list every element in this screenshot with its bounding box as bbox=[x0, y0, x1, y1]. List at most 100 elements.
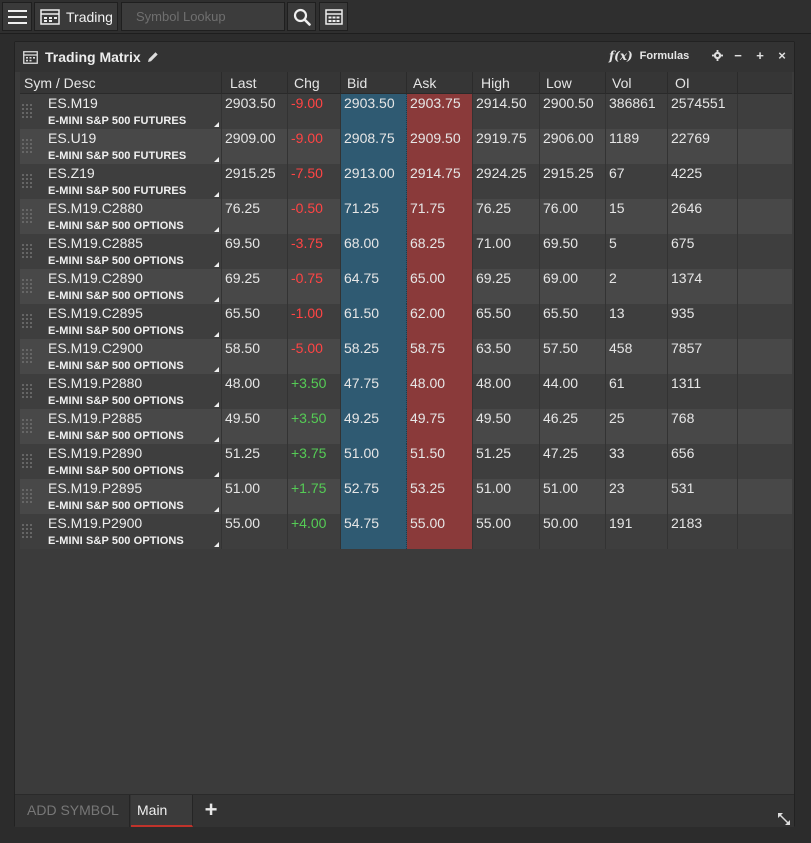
table-row[interactable]: ES.U19 E-MINI S&P 500 FUTURES 2909.00 -9.00… bbox=[20, 129, 792, 164]
vol-cell: 67 bbox=[606, 164, 668, 199]
ask-cell[interactable]: 71.75 bbox=[407, 199, 473, 234]
table-row[interactable]: ES.M19.C2895 E-MINI S&P 500 OPTIONS 65.50-… bbox=[20, 304, 792, 339]
col-header-chg[interactable]: Chg bbox=[288, 72, 341, 94]
ask-cell[interactable]: 48.00 bbox=[407, 374, 473, 409]
drag-handle-icon[interactable] bbox=[22, 314, 32, 328]
table-row[interactable]: ES.M19.P2885 E-MINI S&P 500 OPTIONS 49.50 +… bbox=[20, 409, 792, 444]
table-row[interactable]: ES.Z19 E-MINI S&P 500 FUTURES 2915.25 -7.50… bbox=[20, 164, 792, 199]
calendar-button[interactable] bbox=[319, 2, 348, 31]
formulas-button[interactable]: f(x) Formulas bbox=[609, 49, 689, 63]
bid-cell[interactable]: 2913.00 bbox=[341, 164, 407, 199]
col-header-bid[interactable]: Bid bbox=[341, 72, 407, 94]
table-row[interactable]: ES.M19.C2900 E-MINI S&P 500 OPTIONS 58.50-… bbox=[20, 339, 792, 374]
sym-desc-cell[interactable]: ES.M19.C2880 E-MINI S&P 500 OPTIONS bbox=[20, 199, 222, 234]
add-tab-button[interactable]: + bbox=[204, 797, 218, 822]
sym-desc-cell[interactable]: ES.M19.P2890 E-MINI S&P 500 OPTIONS bbox=[20, 444, 222, 479]
table-row[interactable]: ES.M19.P2890 E-MINI S&P 500 OPTIONS 51.25 +… bbox=[20, 444, 792, 479]
workspace-tab-trading[interactable]: Trading bbox=[34, 2, 118, 31]
bid-cell[interactable]: 2908.75 bbox=[341, 129, 407, 164]
table-row[interactable]: ES.M19 E-MINI S&P 500 FUTURES 2903.50 -9.00… bbox=[20, 94, 792, 129]
col-header-high[interactable]: High bbox=[473, 72, 540, 94]
col-header-oi[interactable]: OI bbox=[668, 72, 738, 94]
ask-cell[interactable]: 68.25 bbox=[407, 234, 473, 269]
search-button[interactable] bbox=[287, 2, 316, 31]
ask-cell[interactable]: 65.00 bbox=[407, 269, 473, 304]
bid-cell[interactable]: 49.25 bbox=[341, 409, 407, 444]
bid-cell[interactable]: 68.00 bbox=[341, 234, 407, 269]
drag-handle-icon[interactable] bbox=[22, 489, 32, 503]
resize-icon[interactable] bbox=[776, 811, 792, 827]
symbol-lookup-field[interactable] bbox=[121, 2, 285, 31]
sym-desc-cell[interactable]: ES.M19.C2900 E-MINI S&P 500 OPTIONS bbox=[20, 339, 222, 374]
add-symbol-button[interactable]: ADD SYMBOL bbox=[16, 795, 130, 827]
menu-button[interactable] bbox=[2, 2, 32, 31]
bid-cell[interactable]: 54.75 bbox=[341, 514, 407, 549]
ask-cell[interactable]: 2909.50 bbox=[407, 129, 473, 164]
bid-cell[interactable]: 52.75 bbox=[341, 479, 407, 514]
maximize-icon: + bbox=[756, 48, 764, 63]
table-row[interactable]: ES.M19.P2895 E-MINI S&P 500 OPTIONS 51.00 +… bbox=[20, 479, 792, 514]
col-header-ask[interactable]: Ask bbox=[407, 72, 473, 94]
minimize-button[interactable]: − bbox=[731, 48, 745, 64]
table-row[interactable]: ES.M19.C2885 E-MINI S&P 500 OPTIONS 69.50-… bbox=[20, 234, 792, 269]
ask-cell[interactable]: 49.75 bbox=[407, 409, 473, 444]
table-row[interactable]: ES.M19.P2880 E-MINI S&P 500 OPTIONS 48.00 +… bbox=[20, 374, 792, 409]
grid-body: ES.M19 E-MINI S&P 500 FUTURES 2903.50 -9.00… bbox=[20, 94, 792, 549]
bid-cell[interactable]: 51.00 bbox=[341, 444, 407, 479]
oi-cell: 4225 bbox=[668, 164, 738, 199]
sym-desc-cell[interactable]: ES.M19.P2885 E-MINI S&P 500 OPTIONS bbox=[20, 409, 222, 444]
bid-cell[interactable]: 61.50 bbox=[341, 304, 407, 339]
ask-cell[interactable]: 2914.75 bbox=[407, 164, 473, 199]
symbol-code: ES.M19.C2890 bbox=[48, 270, 143, 286]
sym-desc-cell[interactable]: ES.M19.C2895 E-MINI S&P 500 OPTIONS bbox=[20, 304, 222, 339]
settings-button[interactable] bbox=[710, 48, 724, 64]
drag-handle-icon[interactable] bbox=[22, 279, 32, 293]
sym-desc-cell[interactable]: ES.M19.P2895 E-MINI S&P 500 OPTIONS bbox=[20, 479, 222, 514]
bid-cell[interactable]: 2903.50 bbox=[341, 94, 407, 129]
ask-cell[interactable]: 2903.75 bbox=[407, 94, 473, 129]
ask-cell[interactable]: 51.50 bbox=[407, 444, 473, 479]
sym-desc-cell[interactable]: ES.M19.P2900 E-MINI S&P 500 OPTIONS bbox=[20, 514, 222, 549]
ask-cell[interactable]: 53.25 bbox=[407, 479, 473, 514]
drag-handle-icon[interactable] bbox=[22, 104, 32, 118]
bid-cell[interactable]: 47.75 bbox=[341, 374, 407, 409]
edit-pencil-icon[interactable] bbox=[147, 51, 159, 63]
drag-handle-icon[interactable] bbox=[22, 419, 32, 433]
high-cell: 65.50 bbox=[473, 304, 540, 339]
table-row[interactable]: ES.M19.C2880 E-MINI S&P 500 OPTIONS 76.25-… bbox=[20, 199, 792, 234]
table-row[interactable]: ES.M19.C2890 E-MINI S&P 500 OPTIONS 69.25-… bbox=[20, 269, 792, 304]
drag-handle-icon[interactable] bbox=[22, 524, 32, 538]
ask-cell[interactable]: 58.75 bbox=[407, 339, 473, 374]
drag-handle-icon[interactable] bbox=[22, 384, 32, 398]
close-button[interactable]: × bbox=[775, 48, 789, 64]
chg-cell: +3.50 bbox=[288, 374, 341, 409]
ask-cell[interactable]: 55.00 bbox=[407, 514, 473, 549]
bid-cell[interactable]: 58.25 bbox=[341, 339, 407, 374]
tab-main[interactable]: Main bbox=[131, 795, 193, 827]
bid-cell[interactable]: 64.75 bbox=[341, 269, 407, 304]
drag-handle-icon[interactable] bbox=[22, 349, 32, 363]
col-header-last[interactable]: Last bbox=[222, 72, 288, 94]
sym-desc-cell[interactable]: ES.M19.C2885 E-MINI S&P 500 OPTIONS bbox=[20, 234, 222, 269]
sym-desc-cell[interactable]: ES.M19.P2880 E-MINI S&P 500 OPTIONS bbox=[20, 374, 222, 409]
symbol-lookup-input[interactable] bbox=[136, 9, 276, 24]
col-header-vol[interactable]: Vol bbox=[606, 72, 668, 94]
drag-handle-icon[interactable] bbox=[22, 139, 32, 153]
drag-handle-icon[interactable] bbox=[22, 174, 32, 188]
drag-handle-icon[interactable] bbox=[22, 244, 32, 258]
sym-desc-cell[interactable]: ES.Z19 E-MINI S&P 500 FUTURES bbox=[20, 164, 222, 199]
maximize-button[interactable]: + bbox=[753, 48, 767, 64]
sym-desc-cell[interactable]: ES.U19 E-MINI S&P 500 FUTURES bbox=[20, 129, 222, 164]
sym-desc-cell[interactable]: ES.M19.C2890 E-MINI S&P 500 OPTIONS bbox=[20, 269, 222, 304]
table-row[interactable]: ES.M19.P2900 E-MINI S&P 500 OPTIONS 55.00 +… bbox=[20, 514, 792, 549]
panel-title-bar[interactable]: Trading Matrix bbox=[15, 42, 794, 72]
drag-handle-icon[interactable] bbox=[22, 454, 32, 468]
col-header-low[interactable]: Low bbox=[540, 72, 606, 94]
drag-handle-icon[interactable] bbox=[22, 209, 32, 223]
sym-desc-cell[interactable]: ES.M19 E-MINI S&P 500 FUTURES bbox=[20, 94, 222, 129]
col-header-sym[interactable]: Sym / Desc bbox=[20, 72, 222, 94]
low-cell: 46.25 bbox=[540, 409, 606, 444]
workspace-tab-label: Trading bbox=[66, 8, 113, 25]
bid-cell[interactable]: 71.25 bbox=[341, 199, 407, 234]
ask-cell[interactable]: 62.00 bbox=[407, 304, 473, 339]
